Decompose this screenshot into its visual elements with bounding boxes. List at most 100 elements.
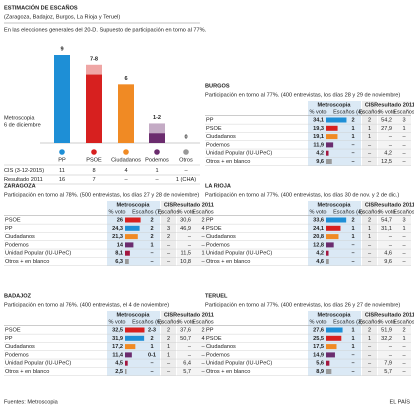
vote-bar (125, 259, 129, 264)
category-label: PP (58, 157, 66, 163)
vote-bar (125, 360, 128, 366)
vote-bar (125, 234, 138, 240)
row-value: 1 (155, 168, 158, 174)
vote-2011: 46,9 (180, 226, 191, 232)
vote: 20,8 (313, 234, 324, 240)
bar (54, 55, 70, 143)
seats: – (351, 151, 354, 157)
vote: 4,6 (316, 259, 324, 265)
seats-2011: – (201, 234, 205, 240)
th: % voto (177, 209, 194, 215)
party: PSOE (206, 226, 222, 232)
row-value: 11 (59, 168, 65, 174)
vote-2011: 37,6 (180, 327, 191, 333)
vote-2011: 6,4 (183, 361, 191, 367)
cis: 1 (368, 336, 371, 342)
seats: 1 (351, 336, 354, 342)
seats: 2 (351, 117, 354, 123)
th: Metroscopia (117, 202, 151, 208)
cis: – (368, 361, 372, 367)
seats: 2 (150, 217, 153, 223)
bar (86, 74, 102, 143)
seats-2011: – (201, 361, 205, 367)
seats: 1 (150, 242, 153, 248)
th: Escaños (393, 319, 414, 325)
section-title: ZARAGOZA (4, 183, 36, 189)
vote-2011: 10,8 (180, 259, 191, 265)
seats-2011: – (402, 242, 406, 248)
vote: 24,3 (112, 226, 123, 232)
seats: 0-1 (148, 352, 156, 358)
seats-2011: – (402, 151, 406, 157)
party: Unidad Popular (IU-UPeC) (5, 251, 71, 257)
row-value: – (184, 168, 188, 174)
col-bg (378, 311, 411, 376)
th: Escaños (359, 109, 381, 115)
seats-2011: – (201, 259, 205, 265)
vote-2011: 5,7 (183, 369, 191, 375)
vote-bar (326, 360, 330, 366)
seats: – (351, 361, 354, 367)
vote-bar (326, 234, 339, 240)
cis: – (368, 159, 372, 165)
seats-2011: 2 (201, 327, 204, 333)
cis: – (368, 251, 372, 257)
vote-2011: – (188, 234, 192, 240)
th: CIS (164, 202, 174, 208)
note: En las elecciones generales del 20-D. Su… (4, 27, 207, 33)
party: PSOE (206, 126, 222, 132)
vote: 2,5 (115, 369, 123, 375)
th: Escaños (359, 319, 381, 325)
seats-2011: – (402, 234, 406, 240)
vote: 8,9 (316, 369, 324, 375)
th: CIS (365, 312, 375, 318)
party: PP (206, 117, 214, 123)
party: PSOE (5, 217, 21, 223)
cis: 2 (368, 327, 371, 333)
col-bg (378, 201, 411, 266)
party: Podemos (5, 352, 29, 358)
seats: – (351, 251, 354, 257)
th: % voto (378, 319, 395, 325)
cis: 2 (167, 234, 170, 240)
seats-2011: 2 (201, 217, 204, 223)
vote-bar (326, 250, 329, 256)
party: Ciudadanos (5, 344, 35, 350)
th: Escaños (7) (132, 209, 162, 215)
vote-bar (125, 225, 140, 231)
vote-2011: 50,7 (180, 336, 191, 342)
cis: 1 (368, 134, 371, 140)
seats-2011: – (201, 344, 205, 350)
vote-2011: – (389, 234, 393, 240)
value-label: 9 (60, 46, 63, 52)
vote: 24,1 (313, 226, 324, 232)
seats: – (351, 242, 354, 248)
vote: 4,5 (115, 361, 123, 367)
seats-2011: 4 (201, 336, 204, 342)
party: Ciudadanos (206, 134, 236, 140)
col-bg (362, 101, 377, 166)
party: Ciudadanos (206, 344, 236, 350)
seats: 1 (351, 226, 354, 232)
seats: – (351, 159, 354, 165)
vote-bar (326, 369, 332, 374)
party-icon (123, 149, 129, 155)
seats-2011: 1 (201, 251, 204, 257)
seats-2011: 1 (402, 226, 405, 232)
cis: 3 (167, 226, 170, 232)
vote: 11,4 (112, 352, 123, 358)
cis: – (167, 369, 171, 375)
seats-2011: – (402, 361, 406, 367)
brand: EL PAÍS (389, 398, 410, 405)
cis: 2 (167, 336, 170, 342)
vote-bar (125, 344, 136, 350)
seats-2011: – (402, 251, 406, 257)
th: % voto (177, 319, 194, 325)
vote-2011: 4,6 (384, 251, 392, 257)
party: Otros + en blanco (206, 159, 250, 165)
row-value: 8 (92, 168, 95, 174)
seats: 1 (351, 134, 354, 140)
bar (149, 133, 165, 143)
series-label: Metroscopia (4, 115, 35, 121)
